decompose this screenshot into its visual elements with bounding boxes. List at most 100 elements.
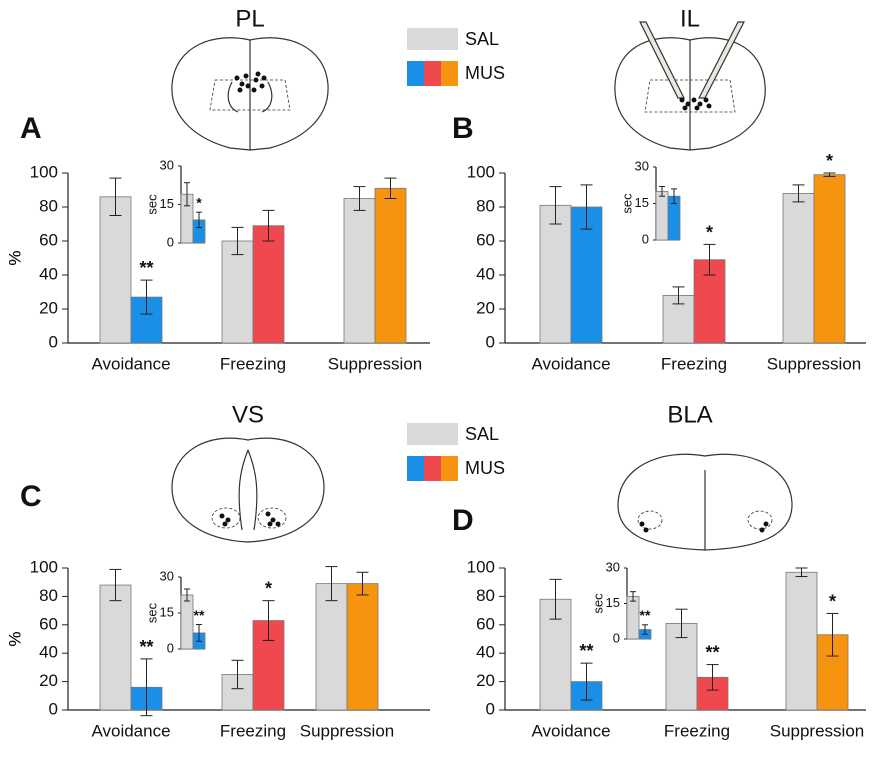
y-tick-label: 15 — [635, 195, 649, 210]
significance: * — [265, 579, 272, 599]
x-tick-label: Suppression — [300, 721, 395, 740]
panel-title: IL — [680, 5, 700, 32]
panel-letter: B — [452, 112, 474, 145]
significance: * — [826, 151, 833, 171]
panel-letter: D — [452, 504, 474, 537]
y-axis-label: % — [5, 250, 24, 265]
y-tick-label: 15 — [606, 595, 620, 610]
y-tick-label: 40 — [476, 264, 495, 283]
x-tick-label: Suppression — [770, 721, 865, 740]
y-axis-label: sec — [144, 194, 159, 215]
panel-title: VS — [232, 401, 264, 428]
y-tick-label: 100 — [467, 557, 495, 576]
y-tick-label: 0 — [613, 630, 620, 645]
y-tick-label: 60 — [39, 230, 58, 249]
y-tick-label: 80 — [39, 586, 58, 605]
y-tick-label: 60 — [476, 230, 495, 249]
legend-swatch — [407, 456, 424, 481]
y-tick-label: 30 — [160, 568, 174, 583]
y-tick-label: 100 — [30, 557, 58, 576]
y-tick-label: 0 — [49, 699, 58, 718]
x-tick-label: Avoidance — [91, 721, 170, 740]
y-axis-label: % — [5, 631, 24, 646]
y-tick-label: 0 — [486, 699, 495, 718]
y-tick-label: 80 — [476, 196, 495, 215]
legend-swatch — [441, 456, 458, 481]
y-axis-label: sec — [144, 602, 159, 623]
y-tick-label: 80 — [476, 586, 495, 605]
legend-swatch — [424, 456, 441, 481]
bar — [344, 199, 375, 344]
y-tick-label: 40 — [476, 643, 495, 662]
x-tick-label: Avoidance — [91, 354, 170, 373]
figure: APL020406080100%Avoidance**FreezingSuppr… — [0, 0, 872, 771]
legend-swatch — [441, 61, 458, 86]
legend-swatch — [407, 28, 458, 50]
significance: * — [196, 195, 202, 211]
bar — [814, 175, 845, 343]
legend-label: SAL — [465, 424, 499, 444]
y-tick-label: 0 — [167, 640, 174, 655]
significance: ** — [640, 607, 651, 623]
x-tick-label: Freezing — [661, 354, 727, 373]
bar — [253, 226, 284, 343]
brain-bla — [618, 454, 792, 550]
y-tick-label: 100 — [30, 162, 58, 181]
x-tick-label: Freezing — [220, 354, 286, 373]
bar — [540, 205, 571, 343]
bar — [181, 595, 193, 649]
bar — [100, 585, 131, 710]
legend-label: MUS — [465, 458, 505, 478]
y-tick-label: 20 — [39, 671, 58, 690]
x-tick-label: Avoidance — [531, 721, 610, 740]
legend-label: SAL — [465, 29, 499, 49]
panel-title: PL — [235, 5, 264, 32]
y-tick-label: 0 — [642, 231, 649, 246]
y-tick-label: 20 — [39, 298, 58, 317]
y-tick-label: 40 — [39, 643, 58, 662]
brain-pl — [172, 38, 328, 150]
y-tick-label: 30 — [635, 158, 649, 173]
brain-il — [615, 22, 765, 150]
significance: * — [829, 591, 836, 611]
legend-swatch — [407, 61, 424, 86]
y-tick-label: 30 — [160, 157, 174, 172]
significance: ** — [194, 607, 205, 623]
bar — [656, 191, 668, 240]
legend-label: MUS — [465, 63, 505, 83]
panel-letter: A — [20, 112, 42, 145]
y-tick-label: 60 — [39, 614, 58, 633]
y-tick-label: 30 — [606, 559, 620, 574]
significance: ** — [705, 643, 719, 663]
bar — [375, 188, 406, 343]
y-tick-label: 60 — [476, 614, 495, 633]
bar — [783, 193, 814, 343]
y-axis-label: sec — [619, 193, 634, 214]
brain-vs — [172, 438, 324, 542]
legend-swatch — [424, 61, 441, 86]
x-tick-label: Avoidance — [531, 354, 610, 373]
legend-swatch — [407, 423, 458, 445]
y-tick-label: 15 — [160, 196, 174, 211]
y-tick-label: 100 — [467, 162, 495, 181]
significance: * — [706, 222, 713, 242]
y-tick-label: 20 — [476, 671, 495, 690]
x-tick-label: Suppression — [767, 354, 862, 373]
bar — [786, 572, 817, 710]
y-tick-label: 0 — [167, 234, 174, 249]
y-tick-label: 0 — [49, 332, 58, 351]
significance: ** — [139, 258, 153, 278]
y-tick-label: 15 — [160, 604, 174, 619]
bar — [316, 584, 347, 710]
panel-letter: C — [20, 480, 42, 513]
bar — [222, 241, 253, 343]
y-tick-label: 20 — [476, 298, 495, 317]
significance: ** — [139, 637, 153, 657]
y-tick-label: 80 — [39, 196, 58, 215]
y-axis-label: sec — [590, 593, 605, 614]
panel-title: BLA — [667, 401, 712, 428]
y-tick-label: 0 — [486, 332, 495, 351]
bar — [100, 197, 131, 343]
bar — [347, 584, 378, 710]
significance: ** — [579, 641, 593, 661]
